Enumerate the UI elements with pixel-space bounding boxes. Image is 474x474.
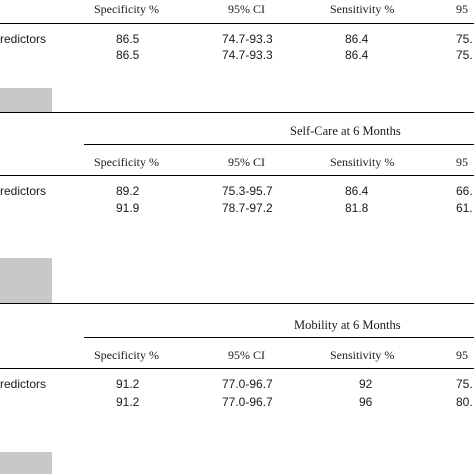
cell: 86.4 — [345, 184, 369, 198]
cell: 75. — [456, 32, 473, 46]
cell: 81.8 — [345, 201, 369, 215]
cell: 86.5 — [116, 48, 140, 62]
cell: 89.2 — [116, 184, 140, 198]
section-title: Mobility at 6 Months — [294, 318, 401, 332]
gray-block — [0, 452, 52, 474]
cell: 91.9 — [116, 201, 140, 215]
cell: 86.4 — [345, 48, 369, 62]
gray-block — [0, 88, 52, 112]
cell: 77.0-96.7 — [222, 395, 273, 409]
header-ci-2: 95 — [456, 155, 468, 169]
header-sensitivity: Sensitivity % — [330, 348, 395, 362]
cell: 91.2 — [116, 395, 140, 409]
header-specificity: Specificity % — [94, 2, 159, 16]
cell: 92 — [359, 377, 373, 391]
header-ci-2: 95 — [456, 348, 468, 362]
header-ci: 95% CI — [228, 2, 265, 16]
header-ci-2: 95 — [456, 2, 468, 16]
header-rule — [0, 175, 474, 176]
cell: 75. — [456, 48, 473, 62]
section-title: Self-Care at 6 Months — [290, 124, 401, 138]
row-label: redictors — [0, 377, 47, 391]
cell: 86.4 — [345, 32, 369, 46]
header-specificity: Specificity % — [94, 155, 159, 169]
section-rule — [0, 112, 474, 113]
cell: 78.7-97.2 — [222, 201, 273, 215]
cell: 86.5 — [116, 32, 140, 46]
header-ci: 95% CI — [228, 348, 265, 362]
row-label: redictors — [0, 184, 47, 198]
cell: 80. — [456, 395, 473, 409]
row-label: redictors — [0, 32, 47, 46]
cell: 61. — [456, 201, 473, 215]
title-rule — [84, 337, 474, 338]
cell: 96 — [359, 395, 373, 409]
cell: 75. — [456, 377, 473, 391]
cell: 66. — [456, 184, 473, 198]
cell: 74.7-93.3 — [222, 48, 273, 62]
header-specificity: Specificity % — [94, 348, 159, 362]
header-rule — [0, 368, 474, 369]
header-rule — [0, 23, 474, 24]
cell: 75.3-95.7 — [222, 184, 273, 198]
header-ci: 95% CI — [228, 155, 265, 169]
cell: 77.0-96.7 — [222, 377, 273, 391]
section-rule — [0, 303, 474, 304]
gray-block — [0, 258, 52, 303]
header-sensitivity: Sensitivity % — [330, 155, 395, 169]
cell: 74.7-93.3 — [222, 32, 273, 46]
title-rule — [84, 144, 474, 145]
cell: 91.2 — [116, 377, 140, 391]
header-sensitivity: Sensitivity % — [330, 2, 395, 16]
